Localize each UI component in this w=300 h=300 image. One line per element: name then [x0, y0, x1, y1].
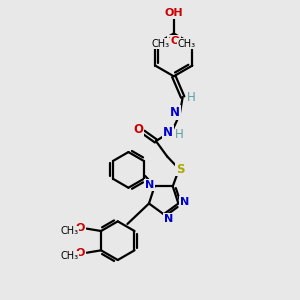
Text: N: N: [170, 106, 180, 119]
Text: CH₃: CH₃: [152, 39, 169, 49]
Text: OH: OH: [164, 8, 183, 18]
Text: N: N: [180, 197, 189, 207]
Text: O: O: [76, 248, 85, 258]
Text: O: O: [170, 36, 180, 46]
Text: O: O: [76, 223, 85, 233]
Text: N: N: [164, 214, 173, 224]
Text: H: H: [187, 91, 195, 104]
Text: CH₃: CH₃: [61, 251, 79, 261]
Text: O: O: [133, 123, 143, 136]
Text: N: N: [163, 126, 173, 139]
Text: O: O: [168, 36, 177, 46]
Text: S: S: [176, 163, 185, 176]
Text: N: N: [145, 180, 154, 190]
Text: CH₃: CH₃: [177, 39, 196, 49]
Text: H: H: [175, 128, 184, 141]
Text: CH₃: CH₃: [61, 226, 79, 236]
